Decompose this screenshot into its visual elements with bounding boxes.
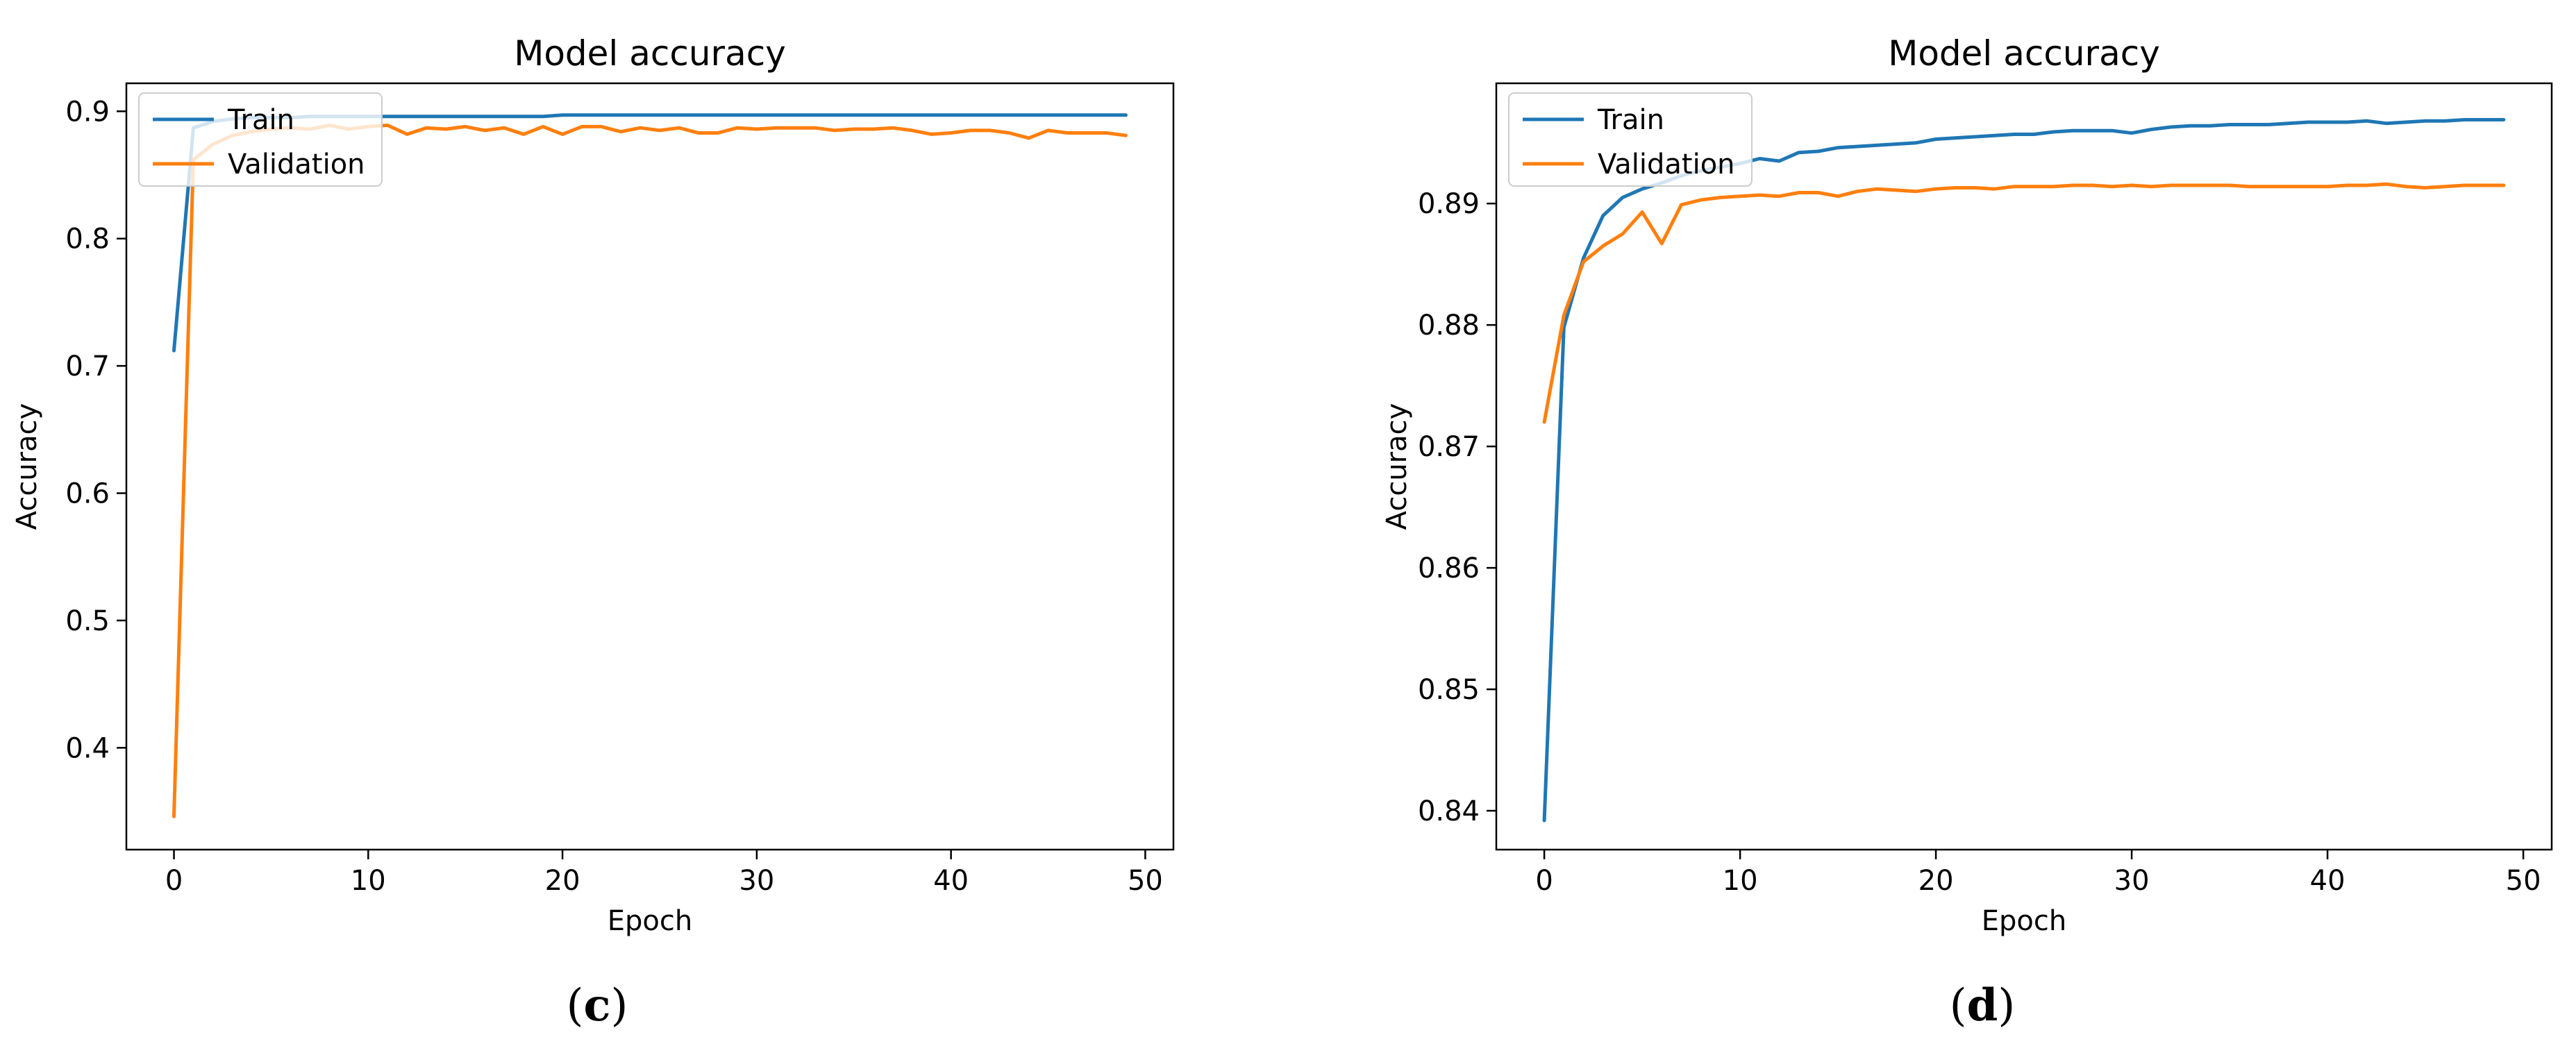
y-tick-label: 0.8 — [65, 224, 110, 255]
chart-d: Model accuracy 0 10 20 30 40 50 0.84 0.85 0.86 0.8… — [1381, 33, 2553, 1031]
y-tick-label: 0.87 — [1418, 431, 1480, 463]
y-tick-label: 0.85 — [1418, 674, 1480, 706]
y-axis-label: Accuracy — [11, 403, 43, 530]
x-tick-label: 0 — [165, 865, 183, 897]
y-tick-label: 0.5 — [65, 605, 110, 637]
chart-title: Model accuracy — [514, 33, 786, 74]
subfigure-caption: (c) — [567, 979, 628, 1031]
y-tick-label: 0.9 — [65, 96, 110, 128]
x-tick-label: 10 — [1723, 865, 1758, 897]
plot-frame — [1495, 82, 2553, 851]
y-tick-label: 0.88 — [1418, 310, 1480, 342]
x-axis-label: Epoch — [608, 905, 692, 937]
chart-c: Model accuracy 0 10 20 30 40 50 0.4 0.5 0.6 0.7 0.8… — [11, 33, 1175, 1031]
y-tick-label: 0.84 — [1418, 795, 1480, 827]
y-tick-label: 0.4 — [65, 732, 110, 764]
series-line-validation — [172, 124, 1128, 818]
y-tick-label: 0.6 — [65, 478, 110, 510]
legend-label-validation: Validation — [1598, 149, 1735, 180]
y-tick-label: 0.86 — [1418, 553, 1480, 584]
x-tick-label: 40 — [2310, 865, 2345, 897]
y-tick-label: 0.7 — [65, 351, 110, 382]
x-tick-label: 50 — [2506, 865, 2541, 897]
x-tick-label: 10 — [351, 865, 386, 897]
x-tick-label: 40 — [933, 865, 969, 897]
x-tick-label: 20 — [1918, 865, 1954, 897]
legend-label-train: Train — [1597, 104, 1664, 136]
x-tick-label: 20 — [545, 865, 580, 897]
y-axis-label: Accuracy — [1381, 403, 1413, 530]
legend-label-validation: Validation — [228, 149, 365, 180]
legend-label-train: Train — [227, 104, 294, 136]
series-line-validation — [1542, 182, 2506, 424]
plot-frame — [125, 82, 1175, 851]
x-tick-label: 50 — [1128, 865, 1163, 897]
x-axis-label: Epoch — [1982, 905, 2066, 937]
x-tick-label: 30 — [2114, 865, 2150, 897]
series-line-train — [1542, 118, 2506, 823]
chart-title: Model accuracy — [1888, 33, 2160, 74]
y-tick-label: 0.89 — [1418, 188, 1480, 220]
x-tick-label: 0 — [1535, 865, 1553, 897]
subfigure-caption: (d) — [1950, 979, 2016, 1031]
x-tick-label: 30 — [739, 865, 774, 897]
